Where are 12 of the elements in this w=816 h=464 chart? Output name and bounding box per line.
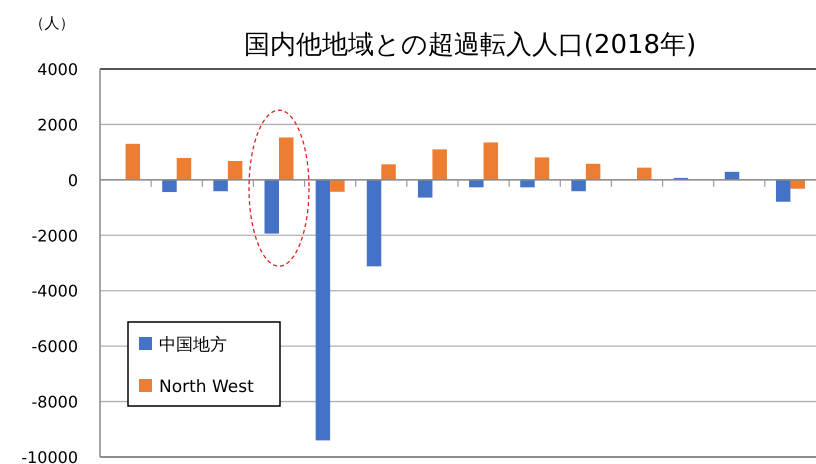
y-tick-label: 2000 [37, 115, 78, 134]
y-tick-label: -2000 [32, 226, 78, 246]
chart-title: 国内他地域との超過転入人口(2018年) [244, 30, 696, 60]
y-tick-label: 4000 [37, 60, 78, 79]
legend-label: 中国地方 [159, 335, 227, 355]
y-tick-label: -10000 [21, 448, 78, 464]
y-tick-label: 0 [68, 170, 78, 190]
legend-label: North West [159, 377, 254, 397]
y-axis-title: （人） [30, 14, 74, 32]
y-tick-label: -4000 [32, 282, 78, 301]
y-tick-label: -8000 [32, 392, 78, 412]
y-tick-label: -6000 [32, 337, 78, 356]
